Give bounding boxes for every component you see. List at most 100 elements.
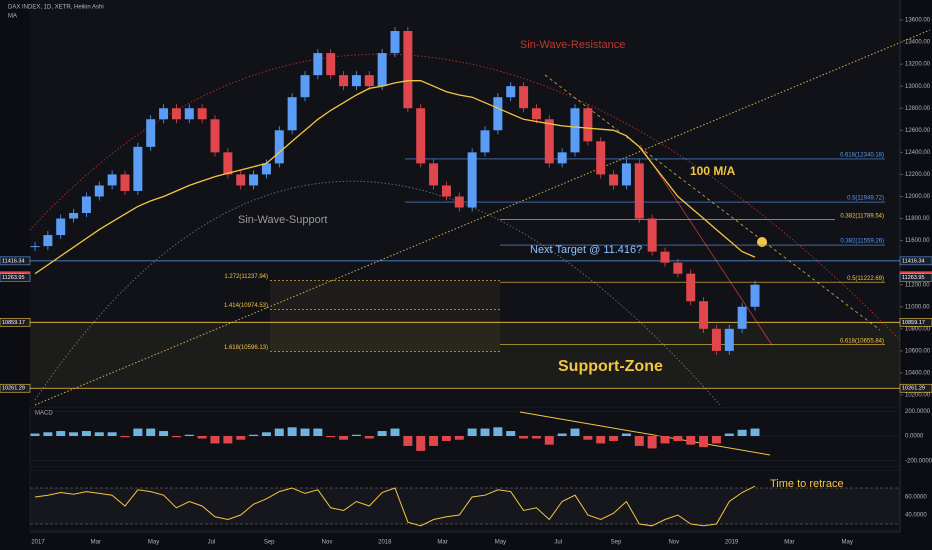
- y-tick-label: 12200.00: [905, 172, 931, 178]
- candle: [647, 218, 657, 252]
- candle: [403, 31, 413, 109]
- price-tag-label: 10261.29: [902, 386, 925, 392]
- macd-divergence-line: [519, 411, 771, 456]
- macd-bar: [287, 427, 297, 436]
- macd-bar: [236, 436, 246, 440]
- macd-bar: [69, 432, 79, 436]
- macd-bar: [519, 436, 529, 439]
- fib-label: 0.618(12340.18): [840, 153, 884, 159]
- macd-bar: [416, 436, 426, 451]
- candle: [544, 119, 554, 164]
- x-tick-label: Jul: [208, 540, 216, 546]
- price-tag-label: 11263.95: [902, 275, 925, 281]
- candle: [364, 75, 374, 87]
- y-tick-label: 200.0000: [905, 409, 931, 415]
- y-tick-label: 11600.00: [905, 238, 930, 244]
- legend-entry: MA: [8, 14, 17, 20]
- candle: [171, 108, 181, 120]
- resistance-line: [544, 74, 881, 331]
- price-tag-label: 11416.34: [902, 258, 925, 264]
- fib-label: 0.5(11949.72): [847, 196, 884, 202]
- price-tag: [899, 383, 932, 393]
- price-tag-label: 10261.29: [2, 386, 25, 392]
- macd-bar: [441, 436, 451, 441]
- candle: [377, 53, 387, 87]
- macd-bar: [570, 428, 580, 436]
- y-tick-label: 60.0000: [905, 495, 927, 501]
- sin-wave-support-curve: [34, 180, 721, 406]
- annotation: Sin-Wave-Resistance: [520, 39, 625, 51]
- candle: [223, 152, 233, 175]
- price-tag-label: 10859.17: [902, 320, 925, 326]
- ma-line: [34, 80, 756, 275]
- candle: [493, 97, 503, 131]
- candle: [441, 185, 451, 197]
- macd-panel: [29, 406, 901, 468]
- candle: [750, 284, 760, 307]
- candle: [81, 196, 91, 214]
- x-tick-label: 2018: [378, 540, 392, 546]
- sin-wave-resistance-curve: [29, 53, 901, 341]
- candle: [159, 108, 169, 120]
- fib-label: 1.414(10974.53): [224, 303, 268, 309]
- macd-bar: [377, 431, 387, 436]
- macd-bar: [634, 436, 644, 446]
- macd-bar: [750, 428, 760, 436]
- macd-bar: [171, 436, 181, 438]
- annotation: Sin-Wave-Support: [238, 214, 327, 226]
- macd-bar: [43, 432, 53, 436]
- candle: [120, 174, 130, 191]
- price-tag-label: 10859.17: [2, 320, 25, 326]
- candle: [313, 53, 323, 76]
- price-tag: [899, 256, 932, 266]
- x-tick-label: May: [842, 540, 853, 546]
- y-tick-label: 11800.00: [905, 216, 930, 222]
- price-tag: [899, 317, 932, 327]
- candle: [274, 130, 284, 164]
- candle: [634, 163, 644, 219]
- candle: [236, 174, 246, 186]
- x-tick-label: May: [495, 540, 506, 546]
- candle: [43, 235, 53, 247]
- price-tag: [0, 273, 31, 282]
- price-tag: [899, 273, 932, 282]
- macd-title: MACD: [35, 411, 53, 417]
- candle: [107, 174, 117, 186]
- candle: [570, 108, 580, 153]
- candle: [737, 306, 747, 329]
- macd-bar: [673, 436, 683, 441]
- macd-bar: [480, 428, 490, 436]
- candle: [673, 262, 683, 274]
- candle: [390, 31, 400, 54]
- x-tick-label: Nov: [322, 540, 333, 546]
- x-tick-label: 2017: [31, 540, 45, 546]
- candle: [184, 108, 194, 120]
- macd-bar: [609, 436, 619, 441]
- candle: [30, 246, 40, 248]
- annotation: Time to retrace: [770, 478, 844, 490]
- macd-bar: [647, 436, 657, 449]
- macd-bar: [557, 433, 567, 436]
- x-tick-label: Sep: [611, 540, 622, 546]
- main-panel: [30, 0, 900, 405]
- x-tick-label: May: [148, 540, 159, 546]
- macd-bar: [30, 433, 40, 436]
- macd-bar: [223, 436, 233, 444]
- macd-bar: [94, 432, 104, 436]
- y-tick-label: 10800.00: [905, 326, 931, 332]
- macd-bar: [339, 436, 349, 440]
- macd-bar: [300, 428, 310, 436]
- macd-bar: [210, 436, 220, 444]
- price-tag: [0, 383, 31, 393]
- candle: [287, 97, 297, 131]
- macd-bar: [146, 428, 156, 436]
- x-tick-label: Jul: [554, 540, 562, 546]
- candle: [686, 273, 696, 302]
- y-tick-label: 12400.00: [905, 150, 931, 156]
- rsi-line: [34, 485, 756, 527]
- trend-line: [34, 29, 931, 406]
- y-tick-label: 10400.00: [905, 371, 931, 377]
- candle: [249, 174, 259, 186]
- price-tag: [0, 317, 31, 327]
